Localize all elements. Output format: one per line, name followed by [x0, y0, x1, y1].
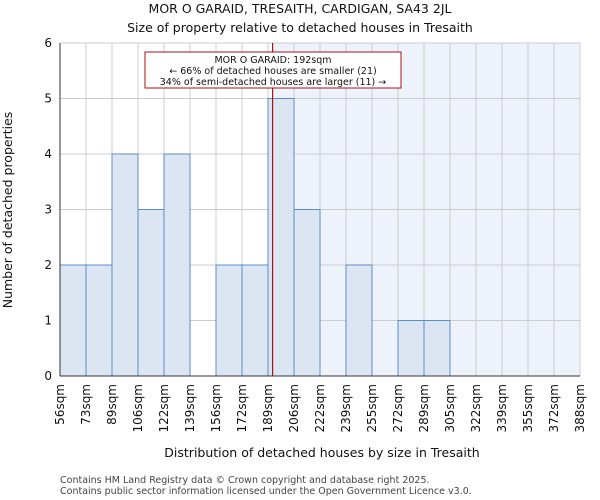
x-tick-label: 222sqm — [313, 384, 327, 432]
x-tick-label: 189sqm — [261, 384, 275, 432]
x-tick-label: 239sqm — [339, 384, 353, 432]
y-tick-label: 1 — [44, 314, 52, 328]
x-tick-label: 289sqm — [417, 384, 431, 432]
x-tick-label: 89sqm — [105, 384, 119, 425]
x-tick-label: 172sqm — [235, 384, 249, 432]
annotation-smaller: ← 66% of detached houses are smaller (21… — [169, 66, 376, 77]
bar — [267, 98, 295, 377]
x-tick-label: 255sqm — [365, 384, 379, 432]
x-tick-label: 56sqm — [53, 384, 67, 425]
footer-copyright: Contains HM Land Registry data © Crown c… — [60, 475, 430, 486]
x-axis-label: Distribution of detached houses by size … — [164, 445, 479, 460]
bar — [137, 209, 165, 377]
x-tick-label: 73sqm — [79, 384, 93, 425]
chart-title: MOR O GARAID, TRESAITH, CARDIGAN, SA43 2… — [149, 1, 452, 16]
bar — [241, 264, 269, 377]
y-tick-label: 2 — [44, 258, 52, 272]
x-tick-label: 388sqm — [573, 384, 587, 432]
x-tick-label: 272sqm — [391, 384, 405, 432]
x-tick-label: 339sqm — [495, 384, 509, 432]
bar — [85, 264, 113, 377]
x-tick-label: 106sqm — [131, 384, 145, 432]
x-tick-label: 122sqm — [157, 384, 171, 432]
x-tick-label: 372sqm — [547, 384, 561, 432]
bar — [111, 153, 139, 377]
y-tick-label: 0 — [44, 369, 52, 383]
bar — [59, 264, 87, 377]
x-tick-label: 139sqm — [183, 384, 197, 432]
bar — [163, 153, 191, 377]
annotation-title: MOR O GARAID: 192sqm — [214, 55, 331, 66]
y-tick-label: 6 — [44, 36, 52, 50]
x-tick-label: 305sqm — [443, 384, 457, 432]
x-tick-label: 322sqm — [469, 384, 483, 432]
bar — [345, 264, 373, 377]
y-tick-label: 5 — [44, 92, 52, 106]
annotation-box — [144, 51, 402, 89]
annotation-larger: 34% of semi-detached houses are larger (… — [160, 77, 387, 88]
y-tick-label: 3 — [44, 203, 52, 217]
bar — [423, 320, 451, 377]
bar — [215, 264, 243, 377]
y-axis-label: Number of detached properties — [0, 112, 15, 309]
plot-area: 0 1 2 3 4 5 6 56sqm 73sqm 89sqm 106sqm 122sqm 139sqm… — [44, 36, 587, 432]
x-tick-label: 206sqm — [287, 384, 301, 432]
x-tick-label: 355sqm — [521, 384, 535, 432]
bar — [293, 209, 321, 377]
bar — [397, 320, 425, 377]
footer-licence: Contains public sector information licen… — [60, 486, 472, 497]
chart-subtitle: Size of property relative to detached ho… — [127, 20, 473, 35]
y-tick-label: 4 — [44, 147, 52, 161]
x-tick-label: 156sqm — [209, 384, 223, 432]
